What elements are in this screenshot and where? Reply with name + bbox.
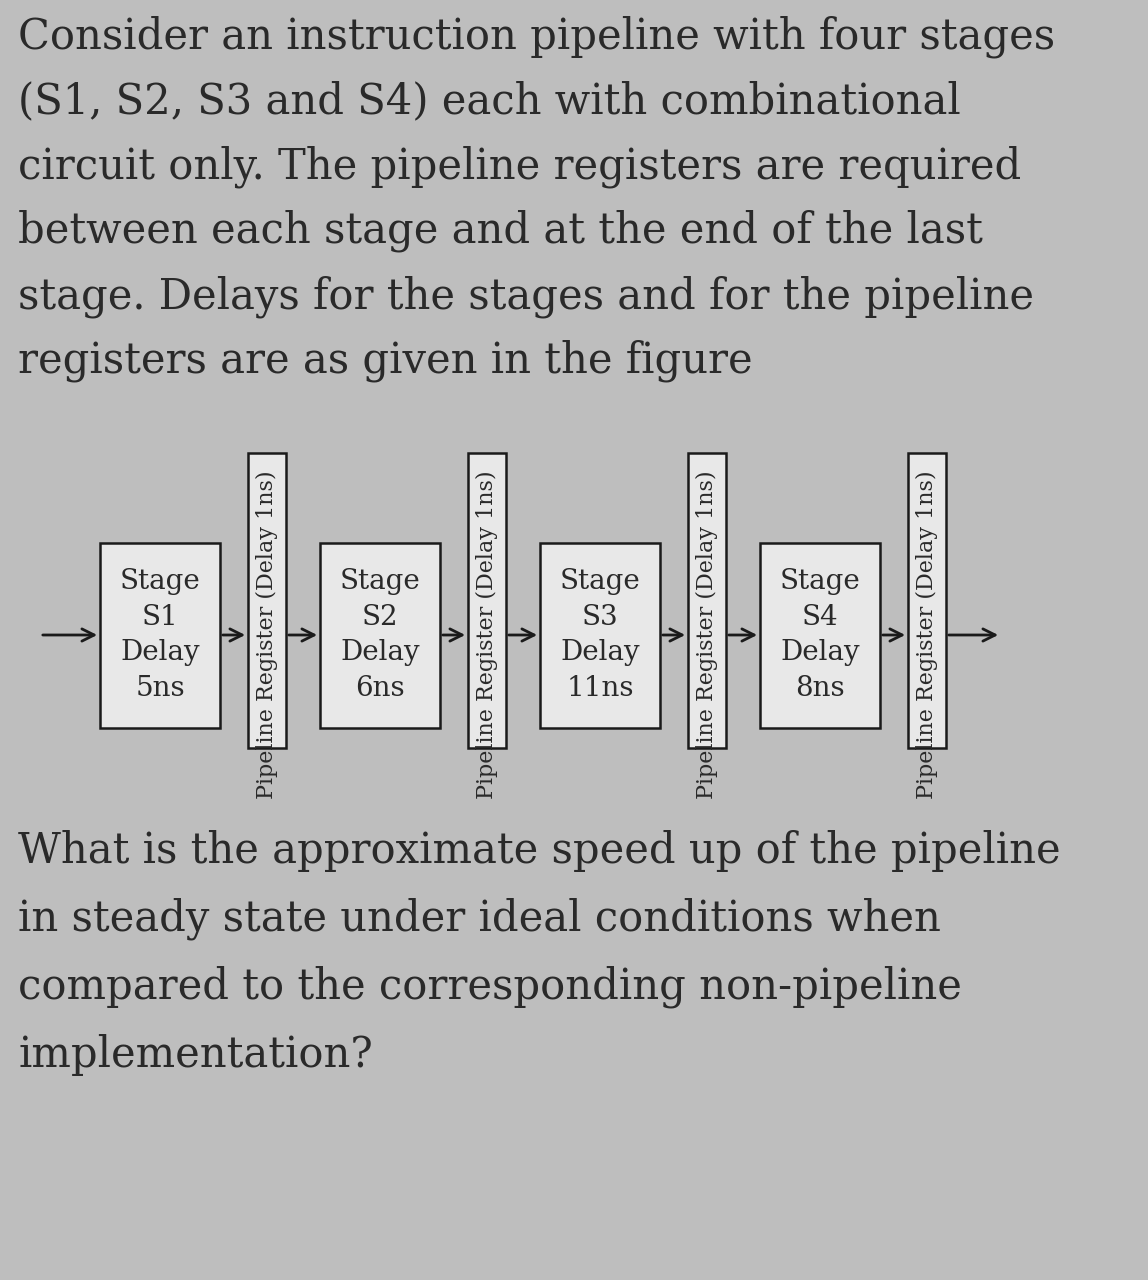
Text: Stage
S3
Delay
11ns: Stage S3 Delay 11ns [559, 568, 641, 701]
Text: between each stage and at the end of the last: between each stage and at the end of the… [18, 210, 983, 252]
Bar [688, 453, 726, 748]
Bar [100, 543, 220, 727]
Bar [248, 453, 286, 748]
Text: Consider an instruction pipeline with four stages: Consider an instruction pipeline with fo… [18, 15, 1055, 58]
Text: implementation?: implementation? [18, 1034, 373, 1076]
Text: stage. Delays for the stages and for the pipeline: stage. Delays for the stages and for the… [18, 275, 1034, 317]
Bar [320, 543, 440, 727]
Text: Stage
S2
Delay
6ns: Stage S2 Delay 6ns [340, 568, 420, 701]
Bar [908, 453, 946, 748]
Text: Pipeline Register (Delay 1ns): Pipeline Register (Delay 1ns) [476, 471, 498, 799]
Text: registers are as given in the figure: registers are as given in the figure [18, 340, 753, 383]
Text: Stage
S4
Delay
8ns: Stage S4 Delay 8ns [779, 568, 860, 701]
Text: Stage
S1
Delay
5ns: Stage S1 Delay 5ns [119, 568, 201, 701]
Text: (S1, S2, S3 and S4) each with combinational: (S1, S2, S3 and S4) each with combinatio… [18, 79, 961, 122]
Text: Pipeline Register (Delay 1ns): Pipeline Register (Delay 1ns) [916, 471, 938, 799]
Text: Pipeline Register (Delay 1ns): Pipeline Register (Delay 1ns) [696, 471, 718, 799]
Text: What is the approximate speed up of the pipeline: What is the approximate speed up of the … [18, 829, 1061, 872]
Text: circuit only. The pipeline registers are required: circuit only. The pipeline registers are… [18, 145, 1022, 187]
Bar [468, 453, 506, 748]
Text: Pipeline Register (Delay 1ns): Pipeline Register (Delay 1ns) [256, 471, 278, 799]
Text: compared to the corresponding non-pipeline: compared to the corresponding non-pipeli… [18, 966, 962, 1009]
Bar [760, 543, 881, 727]
Text: in steady state under ideal conditions when: in steady state under ideal conditions w… [18, 899, 941, 941]
Bar [540, 543, 660, 727]
